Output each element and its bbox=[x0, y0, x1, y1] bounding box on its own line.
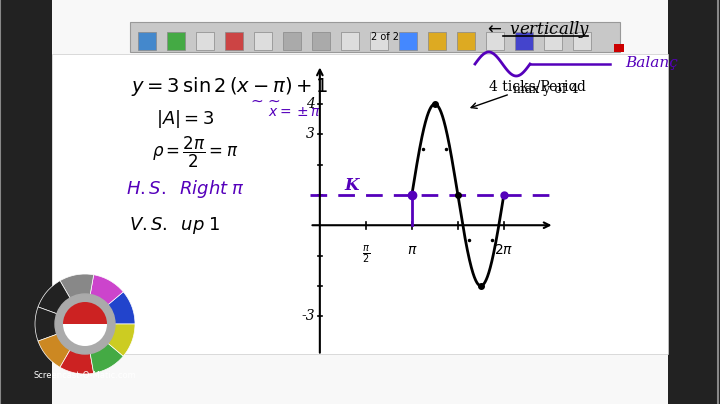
Bar bbox=[52, 54, 668, 354]
Circle shape bbox=[55, 294, 115, 354]
Text: $y = 3\,\sin 2\,(x - \pi) + 1$: $y = 3\,\sin 2\,(x - \pi) + 1$ bbox=[131, 74, 328, 97]
Text: max y of 4: max y of 4 bbox=[513, 84, 578, 97]
Bar bbox=[457, 32, 475, 50]
Bar bbox=[614, 44, 624, 52]
Bar bbox=[341, 32, 359, 50]
Wedge shape bbox=[38, 281, 85, 324]
Bar bbox=[225, 32, 243, 50]
Bar bbox=[167, 32, 185, 50]
Text: $\sim\!\sim$: $\sim\!\sim$ bbox=[248, 93, 280, 107]
Text: 4 ticks/Period: 4 ticks/Period bbox=[489, 79, 585, 93]
Wedge shape bbox=[85, 324, 123, 373]
Text: 4: 4 bbox=[306, 97, 315, 111]
Wedge shape bbox=[85, 275, 123, 324]
Bar bbox=[486, 32, 504, 50]
Bar bbox=[0, 0, 52, 404]
Text: $V.S.\;\;up\;1$: $V.S.\;\;up\;1$ bbox=[130, 215, 221, 236]
Text: $\frac{\pi}{2}$: $\frac{\pi}{2}$ bbox=[361, 243, 370, 265]
Bar bbox=[428, 32, 446, 50]
Bar bbox=[370, 32, 388, 50]
Wedge shape bbox=[35, 307, 85, 341]
Wedge shape bbox=[63, 324, 107, 346]
Bar bbox=[254, 32, 272, 50]
Text: Screencast-O-Matic.com: Screencast-O-Matic.com bbox=[34, 372, 136, 381]
Text: $\leftarrow$ vertically: $\leftarrow$ vertically bbox=[484, 19, 590, 40]
Wedge shape bbox=[60, 274, 94, 324]
Bar bbox=[283, 32, 301, 50]
Bar bbox=[515, 32, 533, 50]
Text: K: K bbox=[344, 177, 359, 194]
Bar bbox=[544, 32, 562, 50]
Text: $H.S.\;\;Right\;\pi$: $H.S.\;\;Right\;\pi$ bbox=[126, 178, 244, 200]
Text: -3: -3 bbox=[301, 309, 315, 323]
Text: $\pi$: $\pi$ bbox=[407, 243, 417, 257]
Text: $x = \pm\pi$: $x = \pm\pi$ bbox=[269, 105, 322, 119]
Text: $\rho = \dfrac{2\pi}{2} = \pi$: $\rho = \dfrac{2\pi}{2} = \pi$ bbox=[152, 135, 238, 170]
Text: 2 of 2: 2 of 2 bbox=[371, 32, 399, 42]
Text: $|A| = 3$: $|A| = 3$ bbox=[156, 108, 215, 130]
Wedge shape bbox=[38, 324, 85, 367]
Bar bbox=[399, 32, 417, 50]
Wedge shape bbox=[85, 324, 135, 356]
Text: 3: 3 bbox=[306, 127, 315, 141]
Bar bbox=[130, 22, 620, 52]
Bar bbox=[312, 32, 330, 50]
Bar bbox=[196, 32, 214, 50]
Bar bbox=[668, 0, 720, 404]
Text: $2\pi$: $2\pi$ bbox=[494, 243, 513, 257]
Bar bbox=[573, 32, 591, 50]
Bar bbox=[138, 32, 156, 50]
Wedge shape bbox=[63, 302, 107, 324]
Text: Balanç: Balanç bbox=[625, 56, 678, 70]
Wedge shape bbox=[60, 324, 94, 374]
Wedge shape bbox=[85, 292, 135, 324]
